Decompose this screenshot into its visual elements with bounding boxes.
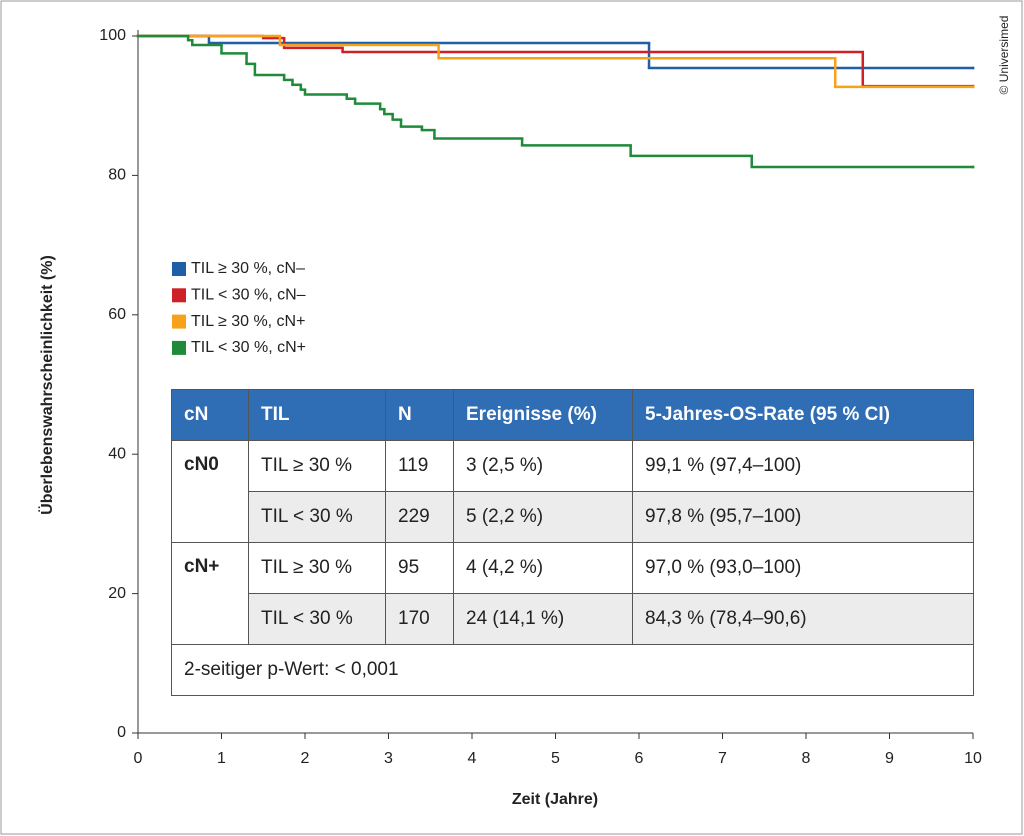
credit: © Universimed xyxy=(997,16,1011,95)
x-tick-label: 7 xyxy=(718,750,727,767)
table-row: TIL < 30 % 170 24 (14,1 %) 84,3 % (78,4–90,… xyxy=(172,593,974,645)
header-cell: N xyxy=(385,389,454,441)
header-cell: Ereignisse (%) xyxy=(453,389,633,441)
table-row: cN+ TIL ≥ 30 % 95 4 (4,2 %) 97,0 % (93,0–100… xyxy=(171,542,974,645)
table-cell: 84,3 % (78,4–90,6) xyxy=(632,593,974,645)
header-cell: 5-Jahres-OS-Rate (95 % CI) xyxy=(632,389,974,441)
legend-swatch xyxy=(172,340,186,355)
table-header-row: cN TIL N Ereignisse (%) 5-Jahres-OS-Rate (95… xyxy=(171,389,974,441)
y-tick-label: 80 xyxy=(108,167,126,184)
legend-swatch xyxy=(172,288,186,303)
x-tick-label: 4 xyxy=(468,750,477,767)
legend-swatch xyxy=(172,262,186,276)
table-row: cN0 TIL ≥ 30 % 119 3 (2,5 %) 99,1 % (97,4–10… xyxy=(171,440,974,543)
table-cell: 170 xyxy=(385,593,454,645)
x-tick-label: 10 xyxy=(964,750,982,767)
table-footer-row: 2-seitiger p-Wert: < 0,001 xyxy=(171,644,974,696)
y-tick-label: 60 xyxy=(108,306,126,323)
y-tick-label: 0 xyxy=(117,724,126,741)
legend-label: TIL < 30 %, cN– xyxy=(191,287,306,304)
table-cell: 97,0 % (93,0–100) xyxy=(632,542,974,594)
legend-label: TIL < 30 %, cN+ xyxy=(191,339,306,356)
group-cell: cN0 xyxy=(171,440,249,543)
x-tick-label: 5 xyxy=(551,750,560,767)
x-tick-label: 6 xyxy=(635,750,644,767)
y-tick-label: 20 xyxy=(108,585,126,602)
table-cell: 119 xyxy=(385,440,454,492)
table-cell: TIL ≥ 30 % xyxy=(248,440,386,492)
table-cell: 229 xyxy=(385,491,454,543)
x-tick-label: 3 xyxy=(384,750,393,767)
legend-swatch xyxy=(172,314,186,329)
x-axis-label: Zeit (Jahre) xyxy=(512,791,598,808)
data-table: cN TIL N Ereignisse (%) 5-Jahres-OS-Rate (95… xyxy=(171,389,974,696)
table-cell: 3 (2,5 %) xyxy=(453,440,633,492)
table-cell: 95 xyxy=(385,542,454,594)
table-cell: 5 (2,2 %) xyxy=(453,491,633,543)
table-cell: TIL ≥ 30 % xyxy=(248,542,386,594)
x-tick-label: 9 xyxy=(885,750,894,767)
table-cell: 24 (14,1 %) xyxy=(453,593,633,645)
legend-label: TIL ≥ 30 %, cN– xyxy=(191,260,305,277)
x-tick-label: 0 xyxy=(134,750,143,767)
y-axis-label: Überlebenswahrscheinlichkeit (%) xyxy=(37,255,56,515)
table-cell: 99,1 % (97,4–100) xyxy=(632,440,974,492)
header-cell: TIL xyxy=(248,389,386,441)
km-curve xyxy=(136,34,975,169)
header-cell: cN xyxy=(171,389,249,441)
table-cell: 97,8 % (95,7–100) xyxy=(632,491,974,543)
group-cell: cN+ xyxy=(171,542,249,645)
table-cell: TIL < 30 % xyxy=(248,593,386,645)
footer-cell: 2-seitiger p-Wert: < 0,001 xyxy=(171,644,974,696)
x-tick-label: 8 xyxy=(802,750,811,767)
legend-label: TIL ≥ 30 %, cN+ xyxy=(191,313,305,330)
table-cell: 4 (4,2 %) xyxy=(453,542,633,594)
x-tick-label: 2 xyxy=(301,750,310,767)
table-cell: TIL < 30 % xyxy=(248,491,386,543)
y-tick-label: 100 xyxy=(99,27,126,44)
x-tick-label: 1 xyxy=(217,750,226,767)
y-tick-label: 40 xyxy=(108,445,126,462)
table-row: TIL < 30 % 229 5 (2,2 %) 97,8 % (95,7–100) xyxy=(172,491,974,543)
